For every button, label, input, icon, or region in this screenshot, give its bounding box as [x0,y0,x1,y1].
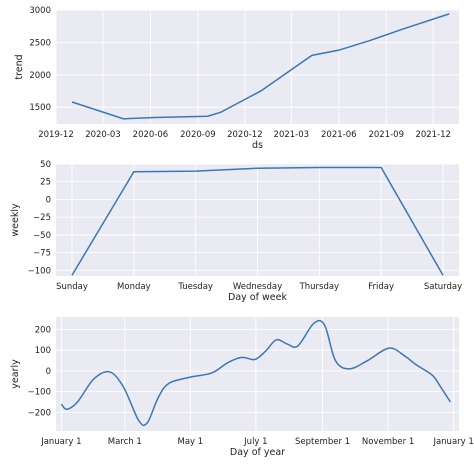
trend-series-line [71,13,450,120]
panel-yearly: January 1 March 1 May 1 July 1 September 1 No… [10,317,474,458]
y-tick-label: 50 [40,160,51,170]
y-axis-label: yearly [10,359,21,389]
weekly-series-line [71,166,444,276]
panel-trend: 2019-12 2020-03 2020-06 2020-09 2020-12 2021-… [14,6,459,151]
y-tick-label: 2000 [29,71,51,81]
x-tick-label: 2021-12 [415,130,451,140]
y-tick-label: 0 [46,367,51,377]
y-tick-label: −75 [33,249,51,259]
y-tick-label: −50 [33,231,51,241]
y-tick-label: −100 [28,388,51,398]
y-tick-label: 0 [46,195,51,205]
y-tick-label: −200 [28,408,51,418]
y-tick-label: −25 [33,213,51,223]
x-tick-label: 2019-12 [38,130,74,140]
y-tick-label: 100 [35,346,51,356]
x-tick-label: 2021-03 [274,130,310,140]
panel-weekly: Sunday Monday Tuesday Wednesday Thursday Frid… [10,160,462,303]
x-tick-label: May 1 [177,437,203,447]
x-tick-label: Thursday [299,282,340,292]
y-tick-label: 25 [40,178,51,188]
x-axis-label: Day of year [230,447,285,458]
x-tick-label: September 1 [295,437,350,447]
x-tick-label: 2021-06 [321,130,357,140]
x-tick-label: 2021-09 [368,130,404,140]
y-tick-label: 2500 [29,38,51,48]
x-tick-label: Sunday [56,282,88,292]
x-tick-label: November 1 [362,437,414,447]
y-tick-label: 1500 [29,103,51,113]
x-tick-label: 2020-03 [85,130,121,140]
yearly-series-line [60,319,452,427]
y-axis-label: weekly [10,203,21,237]
x-tick-label: Friday [368,282,394,292]
x-axis-label: ds [252,140,263,151]
x-tick-label: 2020-09 [180,130,216,140]
y-tick-label: 3000 [29,6,51,16]
x-tick-label: March 1 [108,437,142,447]
panel-background [56,10,459,124]
x-axis-label: Day of week [228,292,287,303]
x-tick-label: 2020-06 [133,130,169,140]
y-tick-label: 200 [35,325,51,335]
x-tick-label: 2020-12 [227,130,263,140]
y-axis-label: trend [14,54,25,79]
x-tick-label: January 1 [432,437,473,447]
y-tick-label: −100 [28,266,51,276]
x-tick-label: Wednesday [233,282,282,292]
x-tick-label: January 1 [40,437,81,447]
x-tick-label: Tuesday [177,282,213,292]
x-tick-label: July 1 [243,437,267,447]
panel-background [56,317,459,431]
x-tick-label: Saturday [424,282,462,292]
x-tick-label: Monday [117,282,151,292]
